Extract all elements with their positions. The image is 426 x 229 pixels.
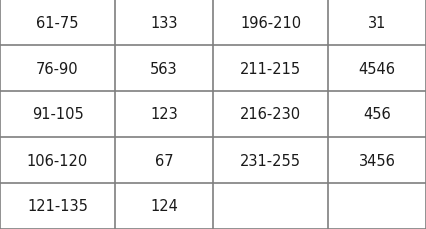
Text: 61-75: 61-75 [36,15,79,30]
Text: 4546: 4546 [359,61,395,76]
Text: 76-90: 76-90 [36,61,79,76]
Text: 216-230: 216-230 [240,107,301,122]
Text: 123: 123 [150,107,178,122]
Text: 67: 67 [155,153,173,168]
Text: 91-105: 91-105 [32,107,83,122]
Text: 196-210: 196-210 [240,15,301,30]
Text: 133: 133 [150,15,178,30]
Text: 31: 31 [368,15,386,30]
Text: 3456: 3456 [359,153,395,168]
Text: 211-215: 211-215 [240,61,301,76]
Text: 456: 456 [363,107,391,122]
Text: 231-255: 231-255 [240,153,301,168]
Text: 563: 563 [150,61,178,76]
Text: 121-135: 121-135 [27,199,88,214]
Text: 124: 124 [150,199,178,214]
Text: 106-120: 106-120 [27,153,88,168]
